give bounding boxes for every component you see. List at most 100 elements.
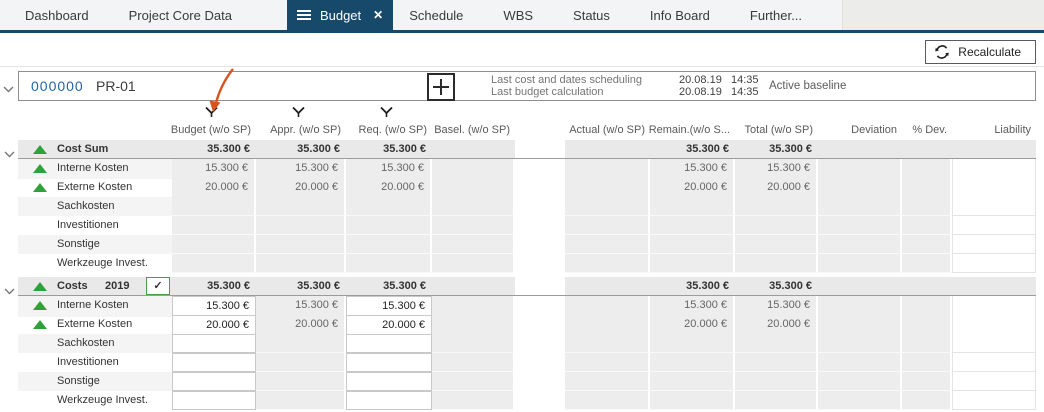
cell-basel: [432, 277, 515, 295]
group-collapse-chevron-icon[interactable]: [4, 146, 15, 164]
cell-actual: [565, 391, 650, 410]
cell-basel: [432, 254, 515, 273]
cell-remain: [650, 216, 735, 235]
cell-liability[interactable]: [952, 216, 1036, 235]
cell-liability[interactable]: [952, 315, 1036, 336]
row-label: Investitionen: [57, 219, 119, 231]
cell-budget[interactable]: 20.000 €: [172, 315, 256, 336]
group-year: 2019: [105, 280, 130, 292]
cell-req[interactable]: 20.000 €: [346, 315, 432, 336]
scheduling-info-labels: Last cost and dates scheduling Last budg…: [491, 74, 642, 98]
cell-appr: [256, 197, 346, 216]
tab-bar: Dashboard Project Core Data Budget ✕ Schedul…: [0, 0, 1044, 33]
cell-budget: [172, 216, 256, 235]
column-header-pdev: % Dev.: [902, 103, 952, 140]
cell-req[interactable]: [346, 391, 432, 410]
cell-total: [735, 353, 818, 372]
last-budget-calc-date: 20.08.19: [679, 86, 722, 98]
cell-budget: [172, 254, 256, 273]
cell-appr: [256, 235, 346, 254]
cell-actual: [565, 197, 650, 216]
cell-basel: [432, 235, 515, 254]
cell-appr: [256, 372, 346, 391]
group-checkbox[interactable]: ✓: [146, 277, 170, 295]
cell-basel: [432, 353, 515, 372]
cell-appr: 35.300 €: [256, 277, 346, 295]
project-summary-box: 000000 PR-01 Last cost and dates schedul…: [18, 71, 1036, 101]
project-collapse-chevron-icon[interactable]: [3, 80, 14, 98]
cell-req: 35.300 €: [346, 140, 432, 158]
cell-total: [735, 254, 818, 273]
column-header-label: Appr. (w/o SP): [270, 124, 341, 136]
cell-liability[interactable]: [952, 372, 1036, 391]
cell-req[interactable]: [346, 372, 432, 391]
tab-status[interactable]: Status: [573, 0, 610, 30]
cell-budget: 35.300 €: [172, 140, 256, 158]
filter-funnel-icon[interactable]: [204, 106, 219, 121]
column-gap: [515, 178, 565, 198]
filter-funnel-icon[interactable]: [291, 106, 306, 121]
cell-remain: [650, 235, 735, 254]
tab-dashboard[interactable]: Dashboard: [25, 0, 89, 30]
filter-funnel-icon[interactable]: [379, 106, 394, 121]
tab-close-icon[interactable]: ✕: [373, 8, 384, 22]
tab-project-core-data[interactable]: Project Core Data: [129, 0, 232, 30]
group-header-row-costs: Costs 2019 ✓ 35.300 €35.300 €35.300 €35.300…: [4, 277, 1036, 296]
cell-basel: [432, 159, 515, 179]
tab-further[interactable]: Further...: [750, 0, 802, 30]
column-header-label: % Dev.: [912, 124, 947, 136]
cell-req[interactable]: [346, 353, 432, 372]
column-header-label: Deviation: [851, 124, 897, 136]
cost-row-sachkosten: Sachkosten: [18, 197, 1036, 216]
group-collapse-chevron-icon[interactable]: [4, 283, 15, 301]
tab-info-board[interactable]: Info Board: [650, 0, 710, 30]
cell-pdev: [902, 159, 952, 179]
cell-remain: [650, 334, 735, 353]
tab-label: Further...: [749, 7, 802, 23]
cell-req: [346, 216, 432, 235]
cell-basel: [432, 178, 515, 198]
cell-deviation: [818, 296, 902, 317]
cell-budget[interactable]: [172, 334, 256, 353]
status-indicator-icon: [33, 183, 47, 192]
row-label-cell: Investitionen: [18, 353, 172, 372]
add-plus-button[interactable]: [427, 73, 455, 101]
cell-liability: [952, 277, 1036, 295]
cell-budget[interactable]: 15.300 €: [172, 296, 256, 317]
cell-budget[interactable]: [172, 372, 256, 391]
cell-liability[interactable]: [952, 159, 1036, 179]
cell-liability[interactable]: [952, 296, 1036, 317]
column-header-total: Total (w/o SP): [735, 103, 818, 140]
cell-remain: [650, 197, 735, 216]
cell-total: [735, 391, 818, 410]
row-label-cell: Externe Kosten: [18, 315, 172, 336]
recalculate-button[interactable]: Recalculate: [925, 40, 1036, 64]
cell-budget[interactable]: [172, 391, 256, 410]
cell-budget[interactable]: [172, 353, 256, 372]
cell-basel: [432, 197, 515, 216]
cell-liability[interactable]: [952, 197, 1036, 216]
cell-liability[interactable]: [952, 254, 1036, 273]
hamburger-menu-icon[interactable]: [296, 10, 311, 20]
cell-basel: [432, 216, 515, 235]
tab-label: Project Core Data: [128, 7, 232, 23]
cell-liability[interactable]: [952, 353, 1036, 372]
cell-req[interactable]: 15.300 €: [346, 296, 432, 317]
cell-appr: 35.300 €: [256, 140, 346, 158]
column-header-deviation: Deviation: [818, 103, 902, 140]
cell-budget: [172, 197, 256, 216]
project-id[interactable]: 000000: [31, 78, 84, 94]
column-gap: [515, 391, 565, 410]
cost-group-1: Cost Sum 35.300 €35.300 €35.300 €35.300 €…: [0, 140, 1044, 273]
tab-budget[interactable]: Budget ✕: [286, 0, 394, 30]
cell-liability[interactable]: [952, 235, 1036, 254]
cell-liability[interactable]: [952, 391, 1036, 410]
cell-liability[interactable]: [952, 178, 1036, 198]
tab-schedule[interactable]: Schedule: [409, 0, 463, 30]
tab-wbs[interactable]: WBS: [503, 0, 533, 30]
cell-total: 20.000 €: [735, 178, 818, 198]
row-label: Sachkosten: [57, 337, 115, 349]
cell-req[interactable]: [346, 334, 432, 353]
cell-liability[interactable]: [952, 334, 1036, 353]
cell-total: [735, 334, 818, 353]
